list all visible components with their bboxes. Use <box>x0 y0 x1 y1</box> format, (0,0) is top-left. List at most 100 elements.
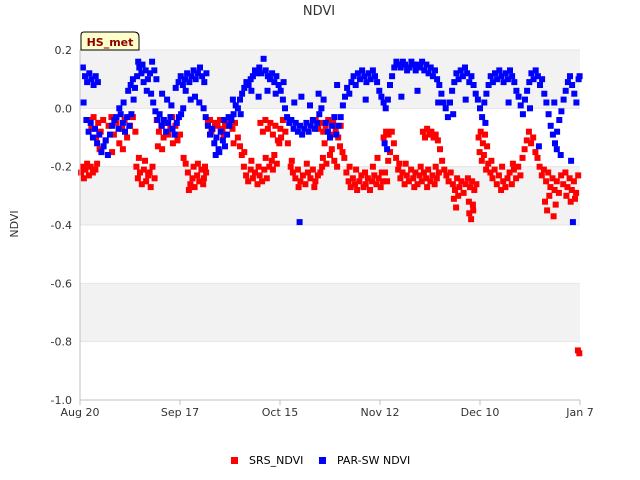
data-point <box>560 96 567 103</box>
data-point <box>337 143 343 150</box>
data-point <box>240 163 247 170</box>
data-point <box>317 169 324 176</box>
data-point <box>245 178 252 185</box>
data-point <box>479 114 486 121</box>
data-point <box>417 64 423 71</box>
data-point <box>248 157 255 164</box>
data-point <box>309 166 316 173</box>
data-point <box>320 96 327 103</box>
data-point <box>139 61 146 68</box>
data-point <box>274 137 281 144</box>
data-point <box>373 181 380 188</box>
data-point <box>436 82 443 88</box>
data-point <box>259 178 266 185</box>
data-point <box>269 166 276 173</box>
data-point <box>156 111 163 118</box>
data-point <box>221 117 228 123</box>
data-point <box>405 178 412 185</box>
data-point <box>298 93 305 100</box>
data-point <box>225 114 232 121</box>
hs-met-badge: HS_met <box>80 31 140 51</box>
data-point <box>479 140 486 147</box>
data-point <box>362 169 368 176</box>
data-point <box>495 172 502 179</box>
data-point <box>320 128 327 135</box>
data-point <box>143 178 150 185</box>
data-point <box>329 122 336 129</box>
data-point <box>168 102 175 109</box>
data-point <box>450 195 457 202</box>
data-point <box>374 79 381 86</box>
data-point <box>257 119 264 126</box>
data-point <box>341 154 348 161</box>
data-point <box>361 73 368 80</box>
data-point <box>188 73 195 80</box>
data-point <box>339 149 346 156</box>
x-tick-label: Sep 17 <box>161 406 199 419</box>
data-point <box>292 175 299 182</box>
data-point <box>489 79 496 86</box>
data-point <box>428 128 435 135</box>
data-point <box>346 90 353 97</box>
data-point <box>128 111 135 118</box>
data-point <box>385 131 392 138</box>
data-point <box>203 70 210 77</box>
data-point <box>419 58 426 65</box>
data-point <box>309 117 316 123</box>
data-point <box>239 90 246 97</box>
data-point <box>328 146 335 153</box>
data-point <box>200 175 207 182</box>
data-point <box>354 187 361 193</box>
data-point <box>78 169 85 176</box>
data-point <box>212 152 219 158</box>
data-point <box>457 67 464 74</box>
data-point <box>477 105 483 112</box>
data-point <box>382 105 389 112</box>
data-point <box>264 125 271 132</box>
data-point <box>449 87 456 94</box>
data-point <box>522 96 528 103</box>
data-point <box>133 163 140 170</box>
data-point <box>453 70 460 77</box>
data-point <box>94 140 101 147</box>
data-point <box>369 178 376 185</box>
data-point <box>569 219 576 226</box>
data-point <box>537 82 543 88</box>
data-point <box>423 175 430 182</box>
data-point <box>92 73 99 80</box>
data-point <box>115 125 122 132</box>
data-point <box>410 61 417 68</box>
data-point <box>352 181 358 188</box>
data-point <box>456 184 463 191</box>
data-point <box>203 169 210 176</box>
data-point <box>429 172 436 179</box>
data-point <box>202 163 208 170</box>
data-point <box>149 163 156 170</box>
data-point <box>272 122 279 129</box>
data-point <box>474 96 481 103</box>
data-point <box>376 87 383 94</box>
data-point <box>480 152 487 158</box>
data-point <box>187 181 194 188</box>
data-point <box>408 166 415 173</box>
data-point <box>551 187 558 193</box>
data-point <box>153 76 160 83</box>
data-point <box>256 64 263 71</box>
data-point <box>398 93 405 100</box>
data-point <box>482 131 488 138</box>
data-point <box>84 79 91 86</box>
data-point <box>353 166 360 173</box>
data-point <box>540 166 547 173</box>
data-point <box>185 187 192 193</box>
data-point <box>92 166 99 173</box>
data-point <box>297 178 304 185</box>
data-point <box>248 87 255 94</box>
data-point <box>439 157 446 164</box>
data-point <box>469 201 476 208</box>
data-point <box>182 87 189 94</box>
data-point <box>119 119 126 126</box>
data-point <box>350 73 357 80</box>
data-point <box>569 82 576 88</box>
data-point <box>453 204 460 211</box>
data-point <box>367 187 373 193</box>
